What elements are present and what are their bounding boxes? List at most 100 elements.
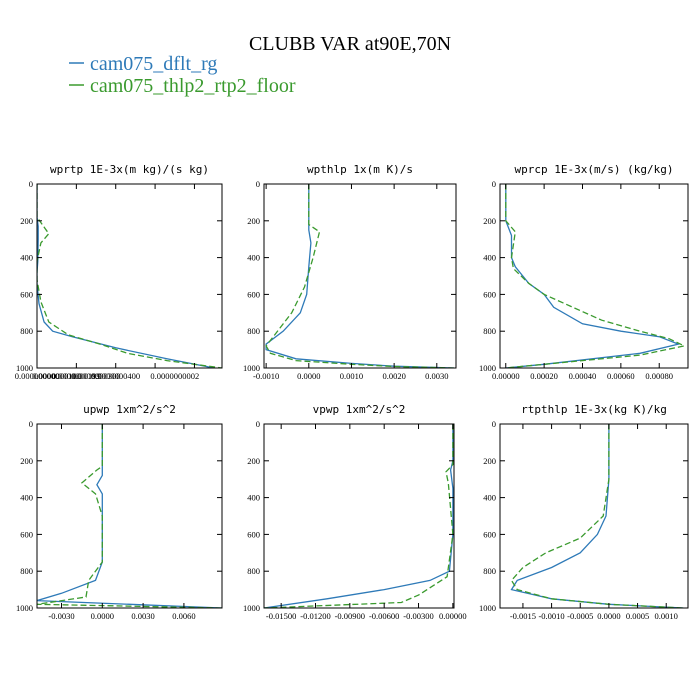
- x-tick-label: 0.00040: [569, 371, 597, 381]
- y-tick-label: 600: [247, 289, 260, 299]
- y-tick-label: 400: [20, 493, 33, 503]
- y-tick-label: 800: [483, 566, 496, 576]
- panel-grid: wprtp 1E-3x(m kg)/(s kg) 0 200 400 600 800 100…: [15, 163, 689, 621]
- x-tick-label: 0.0010: [655, 611, 678, 621]
- y-tick-label: 0: [256, 419, 260, 429]
- y-tick-label: 200: [483, 456, 496, 466]
- y-tick-label: 1000: [16, 363, 33, 373]
- y-tick-label: 200: [483, 216, 496, 226]
- series-line-0: [37, 424, 222, 608]
- y-tick-label: 600: [20, 289, 33, 299]
- y-tick-label: 400: [247, 493, 260, 503]
- figure-title: CLUBB VAR at90E,70N: [249, 33, 451, 55]
- y-tick-label: 1000: [243, 603, 260, 613]
- x-tick-label: 0.00080: [645, 371, 673, 381]
- y-tick-label: 1000: [243, 363, 260, 373]
- panel-title: vpwp 1xm^2/s^2: [313, 403, 406, 416]
- series-line-1: [37, 184, 222, 368]
- y-tick-label: 0: [29, 419, 33, 429]
- panel-title: wprtp 1E-3x(m kg)/(s kg): [50, 163, 209, 176]
- y-tick-label: 800: [20, 326, 33, 336]
- y-tick-label: 400: [20, 253, 33, 263]
- x-tick-label: 0.0000000199: [52, 371, 101, 381]
- panel-title: upwp 1xm^2/s^2: [83, 403, 176, 416]
- y-tick-label: 0: [492, 179, 496, 189]
- legend: cam075_dflt_rg cam075_thlp2_rtp2_floor: [69, 53, 296, 97]
- y-tick-label: 600: [483, 289, 496, 299]
- panel-title: rtpthlp 1E-3x(kg K)/kg: [521, 403, 667, 416]
- y-tick-label: 1000: [16, 603, 33, 613]
- series-line-0: [510, 424, 684, 608]
- y-tick-label: 0: [29, 179, 33, 189]
- panel-title: wpthlp 1x(m K)/s: [307, 163, 413, 176]
- x-tick-label: 0.0000: [91, 611, 114, 621]
- plot-frame: [36, 183, 223, 369]
- y-tick-label: 600: [247, 529, 260, 539]
- x-tick-label: 0.0010: [340, 371, 363, 381]
- x-tick-label: 0.00000: [439, 611, 467, 621]
- panel-4: vpwp 1xm^2/s^202004006008001000-0.01500-…: [243, 403, 467, 621]
- panel-2: wprcp 1E-3x(m/s) (kg/kg) 0 200 400 600 800 100…: [479, 163, 689, 381]
- y-tick-label: 200: [247, 456, 260, 466]
- y-tick-label: 600: [483, 529, 496, 539]
- plot-frame: [499, 423, 689, 609]
- x-tick-label: 0.0000000002: [150, 371, 199, 381]
- x-tick-label: 0.0005: [626, 611, 649, 621]
- x-tick-label: 0.0000: [297, 371, 320, 381]
- y-tick-label: 400: [483, 493, 496, 503]
- x-tick-label: 0.0000000400: [91, 371, 140, 381]
- panel-3: upwp 1xm^2/s^2 0 200 400 600 800 1000 -0.0030 0.…: [16, 403, 223, 621]
- plot-frame: [263, 423, 455, 609]
- x-tick-label: -0.00300: [403, 611, 433, 621]
- plot-frame: [499, 183, 689, 369]
- series-line-1: [37, 424, 222, 608]
- x-tick-label: -0.0010: [538, 611, 564, 621]
- x-tick-label: -0.0030: [48, 611, 74, 621]
- x-tick-label: 0.00020: [530, 371, 558, 381]
- x-tick-label: 0.0000: [597, 611, 620, 621]
- y-tick-label: 200: [20, 456, 33, 466]
- y-tick-label: 800: [247, 326, 260, 336]
- x-tick-label: 0.0030: [131, 611, 154, 621]
- x-tick-label: 0.0030: [425, 371, 448, 381]
- plot-frame: [36, 423, 223, 609]
- x-tick-label: 0.00000: [492, 371, 520, 381]
- x-tick-label: -0.0010: [253, 371, 279, 381]
- x-tick-label: -0.00600: [369, 611, 399, 621]
- y-tick-label: 200: [20, 216, 33, 226]
- y-tick-label: 0: [492, 419, 496, 429]
- x-tick-label: -0.01500: [266, 611, 296, 621]
- series-line-0: [265, 184, 454, 368]
- y-tick-label: 0: [256, 179, 260, 189]
- panel-title: wprcp 1E-3x(m/s) (kg/kg): [515, 163, 674, 176]
- x-tick-label: -0.0015: [510, 611, 536, 621]
- series-line-0: [264, 424, 454, 608]
- x-tick-label: 0.0000000300: [72, 371, 121, 381]
- y-tick-label: 200: [247, 216, 260, 226]
- y-tick-label: 800: [247, 566, 260, 576]
- legend-label-0: cam075_dflt_rg: [90, 53, 217, 75]
- series-line-1: [505, 184, 687, 368]
- x-tick-label: -0.0005: [567, 611, 593, 621]
- x-tick-label: 0.0060: [172, 611, 195, 621]
- y-tick-label: 400: [483, 253, 496, 263]
- y-tick-label: 800: [483, 326, 496, 336]
- plot-frame: [263, 183, 457, 369]
- x-tick-label: -0.00900: [335, 611, 365, 621]
- legend-label-1: cam075_thlp2_rtp2_floor: [90, 75, 296, 97]
- x-tick-label: -0.01200: [300, 611, 330, 621]
- series-line-1: [265, 184, 454, 368]
- series-line-0: [505, 184, 681, 368]
- panel-1: wpthlp 1x(m K)/s 0 200 400 600 800 1000-0.0010…: [243, 163, 457, 381]
- series-line-1: [264, 424, 454, 608]
- y-tick-label: 600: [20, 529, 33, 539]
- y-tick-label: 800: [20, 566, 33, 576]
- x-tick-label: 0.0000000100: [32, 371, 81, 381]
- y-tick-label: 1000: [479, 363, 496, 373]
- x-tick-label: 0.0020: [382, 371, 405, 381]
- panel-5: rtpthlp 1E-3x(kg K)/kg 0 200 400 600 800 1000 -…: [479, 403, 689, 621]
- y-tick-label: 1000: [479, 603, 496, 613]
- x-tick-label: 0.00060: [607, 371, 635, 381]
- x-tick-label: 0.000000000: [15, 371, 60, 381]
